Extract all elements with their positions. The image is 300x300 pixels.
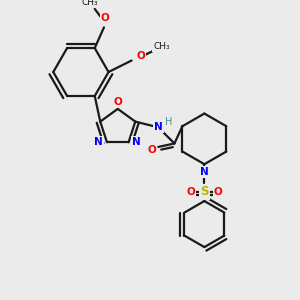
Text: N: N xyxy=(200,167,209,177)
Text: N: N xyxy=(94,137,103,147)
Text: N: N xyxy=(154,122,163,132)
Text: O: O xyxy=(214,187,223,197)
Text: O: O xyxy=(101,13,110,23)
Text: O: O xyxy=(147,146,156,155)
Text: O: O xyxy=(186,187,195,197)
Text: O: O xyxy=(136,51,145,61)
Text: H: H xyxy=(165,117,172,127)
Text: O: O xyxy=(113,97,122,107)
Text: CH₃: CH₃ xyxy=(153,42,170,51)
Text: CH₃: CH₃ xyxy=(82,0,98,7)
Text: S: S xyxy=(200,185,208,198)
Text: N: N xyxy=(132,137,141,147)
